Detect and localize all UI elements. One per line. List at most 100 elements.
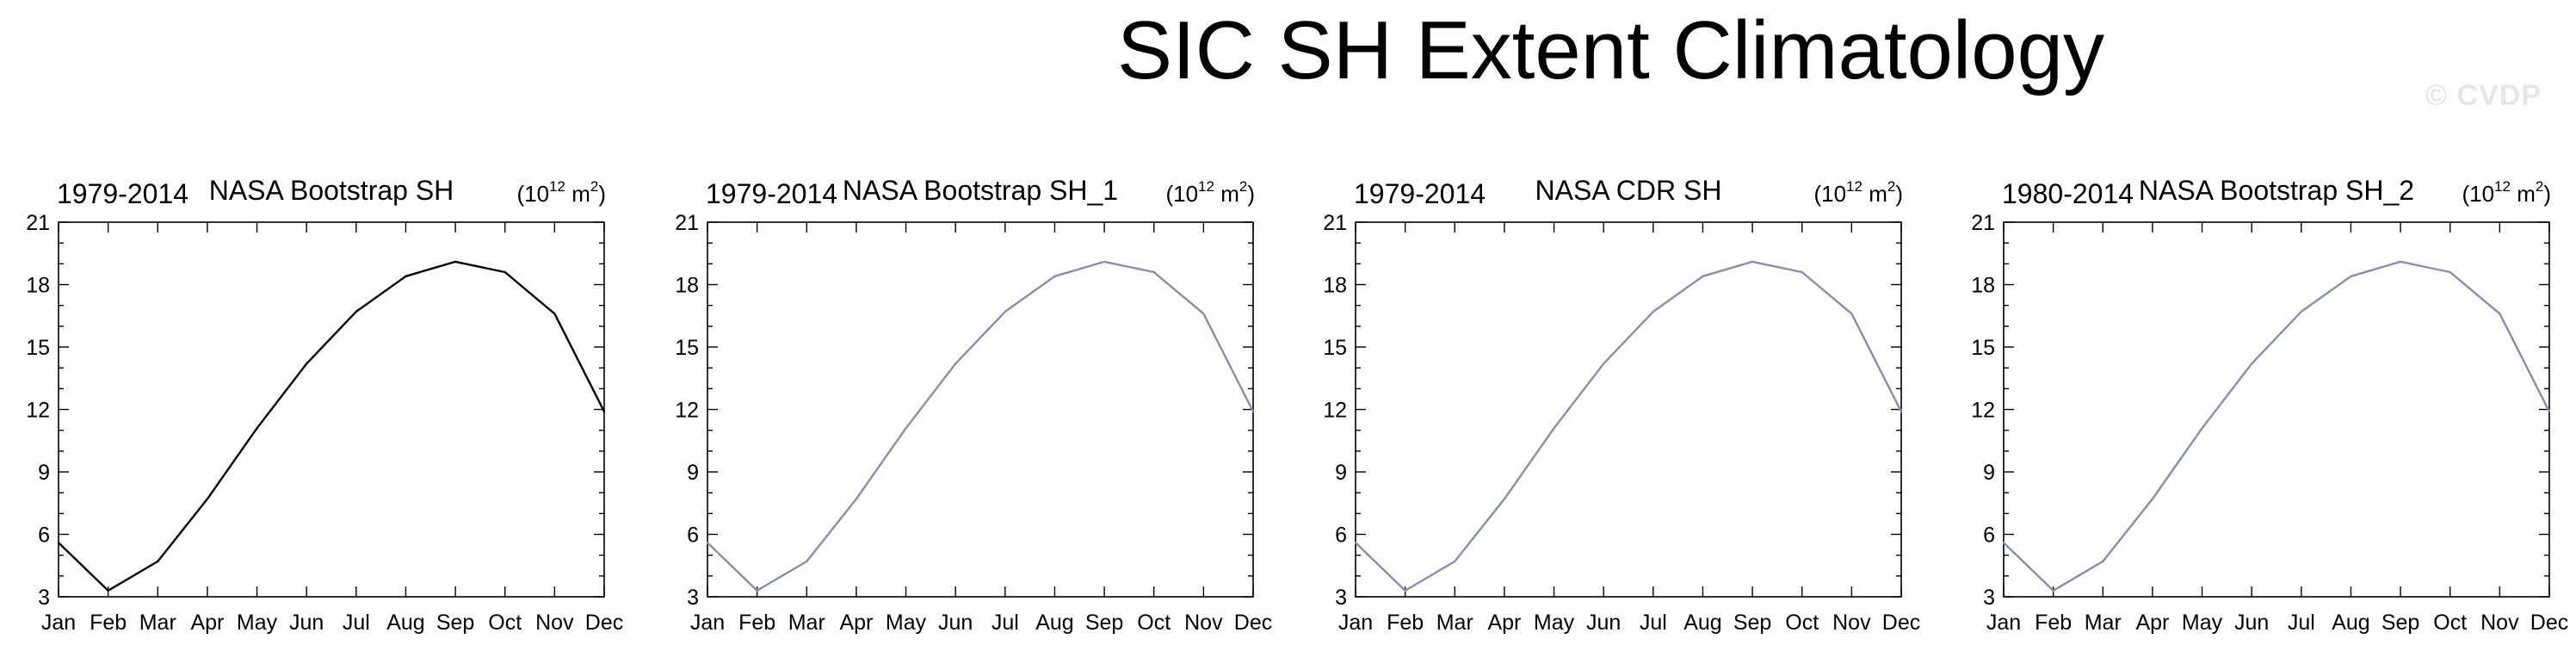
x-tick-label-may: May	[2182, 611, 2223, 635]
data-point-jul	[2300, 310, 2303, 313]
data-point-jun	[2250, 363, 2253, 365]
data-point-aug	[1053, 275, 1056, 278]
data-point-dec	[1251, 410, 1255, 413]
units-close: )	[1895, 181, 1903, 207]
x-tick-label-oct: Oct	[1137, 611, 1171, 635]
data-point-apr	[1503, 498, 1506, 500]
data-point-apr	[2151, 498, 2154, 500]
x-tick-label-mar: Mar	[788, 611, 825, 635]
data-point-jun	[954, 363, 957, 365]
y-tick-label: 12	[26, 399, 50, 423]
x-tick-label-dec: Dec	[1234, 611, 1272, 635]
x-tick-label-feb: Feb	[90, 611, 127, 635]
y-tick-label: 12	[1323, 399, 1347, 423]
y-tick-label: 9	[38, 461, 50, 485]
units-unit: m	[1214, 181, 1239, 207]
y-tick-label: 18	[675, 274, 699, 298]
data-point-sep	[1103, 260, 1106, 264]
data-point-aug	[405, 275, 407, 278]
series-line	[707, 260, 1255, 592]
data-point-jul	[355, 310, 358, 313]
y-tick-label: 18	[1323, 274, 1347, 298]
x-tick-label-nov: Nov	[1184, 611, 1223, 635]
data-point-aug	[2350, 275, 2352, 278]
period-label: 1979-2014	[1354, 178, 1486, 209]
data-point-oct	[1801, 270, 1803, 274]
x-tick-label-dec: Dec	[1882, 611, 1920, 635]
units-unit: m	[565, 181, 590, 207]
x-tick-label-apr: Apr	[839, 611, 873, 635]
y-tick-label: 18	[26, 274, 50, 298]
units-unit-exponent: 2	[1887, 178, 1895, 195]
units-exponent: 12	[549, 178, 565, 195]
x-tick-label-may: May	[237, 611, 278, 635]
y-tick-label: 3	[687, 586, 699, 610]
y-tick-label: 3	[38, 586, 50, 610]
y-tick-label: 15	[1971, 336, 1995, 360]
units-base: (10	[1813, 181, 1846, 207]
x-tick-label-jan: Jan	[41, 611, 76, 635]
units-close: )	[598, 181, 606, 207]
x-tick-label-oct: Oct	[1785, 611, 1819, 635]
data-point-may	[2201, 427, 2203, 430]
units-unit-exponent: 2	[2536, 178, 2543, 195]
data-point-dec	[2548, 410, 2551, 413]
data-point-sep	[2399, 260, 2402, 264]
units-close: )	[1247, 181, 1255, 207]
x-tick-label-oct: Oct	[2433, 611, 2467, 635]
x-tick-label-jul: Jul	[343, 611, 370, 635]
plot-frame	[58, 221, 605, 598]
data-point-nov	[1850, 313, 1853, 315]
y-tick-label: 6	[1335, 524, 1347, 548]
y-tick-label: 6	[687, 524, 699, 548]
data-point-apr	[206, 498, 209, 500]
x-tick-label-nov: Nov	[1832, 611, 1871, 635]
data-point-jan	[706, 541, 709, 544]
data-point-jan	[1354, 541, 1357, 544]
x-tick-label-aug: Aug	[1683, 611, 1721, 635]
y-tick-label: 18	[1971, 274, 1995, 298]
data-point-mar	[806, 560, 808, 563]
period-label: 1980-2014	[2002, 178, 2134, 209]
x-tick-label-aug: Aug	[1035, 611, 1073, 635]
units-unit-exponent: 2	[590, 178, 598, 195]
data-point-mar	[2102, 560, 2104, 563]
data-point-jan	[2002, 541, 2005, 544]
data-point-feb	[1404, 589, 1406, 592]
x-tick-label-jan: Jan	[690, 611, 725, 635]
y-tick-label: 15	[675, 336, 699, 360]
y-tick-label: 21	[675, 211, 699, 235]
units-exponent: 12	[1198, 178, 1214, 195]
data-point-oct	[503, 270, 506, 274]
data-point-feb	[2052, 589, 2054, 592]
units-close: )	[2543, 181, 2551, 207]
y-tick-label: 21	[26, 211, 50, 235]
x-tick-label-jun: Jun	[938, 611, 973, 635]
panel-title: NASA Bootstrap SH_1	[843, 175, 1118, 206]
x-tick-label-dec: Dec	[585, 611, 623, 635]
y-tick-label: 15	[26, 336, 50, 360]
data-point-apr	[855, 498, 858, 500]
x-tick-label-apr: Apr	[1487, 611, 1521, 635]
x-tick-label-feb: Feb	[738, 611, 775, 635]
units-base: (10	[516, 181, 549, 207]
data-point-feb	[107, 589, 109, 592]
units-base: (10	[2462, 181, 2494, 207]
plot-frame	[1355, 221, 1902, 598]
chart-panel-2: 3 6 9 12 15 18 21 Jan Feb Mar Apr May Jun Jul Aug Sep Oc…	[675, 175, 1272, 635]
y-tick-label: 21	[1971, 211, 1995, 235]
panel-title: NASA CDR SH	[1535, 175, 1722, 206]
data-point-nov	[1202, 313, 1205, 315]
period-label: 1979-2014	[706, 178, 837, 209]
x-tick-label-sep: Sep	[436, 611, 474, 635]
chart-panel-3: 3 6 9 12 15 18 21 Jan Feb Mar Apr May Jun Jul Aug Sep Oc…	[1323, 175, 1920, 635]
units-label: (1012 m2)	[1813, 178, 1903, 207]
figure-title: SIC SH Extent Climatology	[0, 5, 2576, 96]
y-tick-label: 6	[1983, 524, 1995, 548]
data-point-may	[905, 427, 907, 430]
data-point-jun	[1602, 363, 1605, 365]
series-line	[58, 260, 606, 592]
y-tick-label: 9	[1983, 461, 1995, 485]
x-tick-label-jun: Jun	[1586, 611, 1621, 635]
panel-title: NASA Bootstrap SH_2	[2139, 175, 2414, 206]
